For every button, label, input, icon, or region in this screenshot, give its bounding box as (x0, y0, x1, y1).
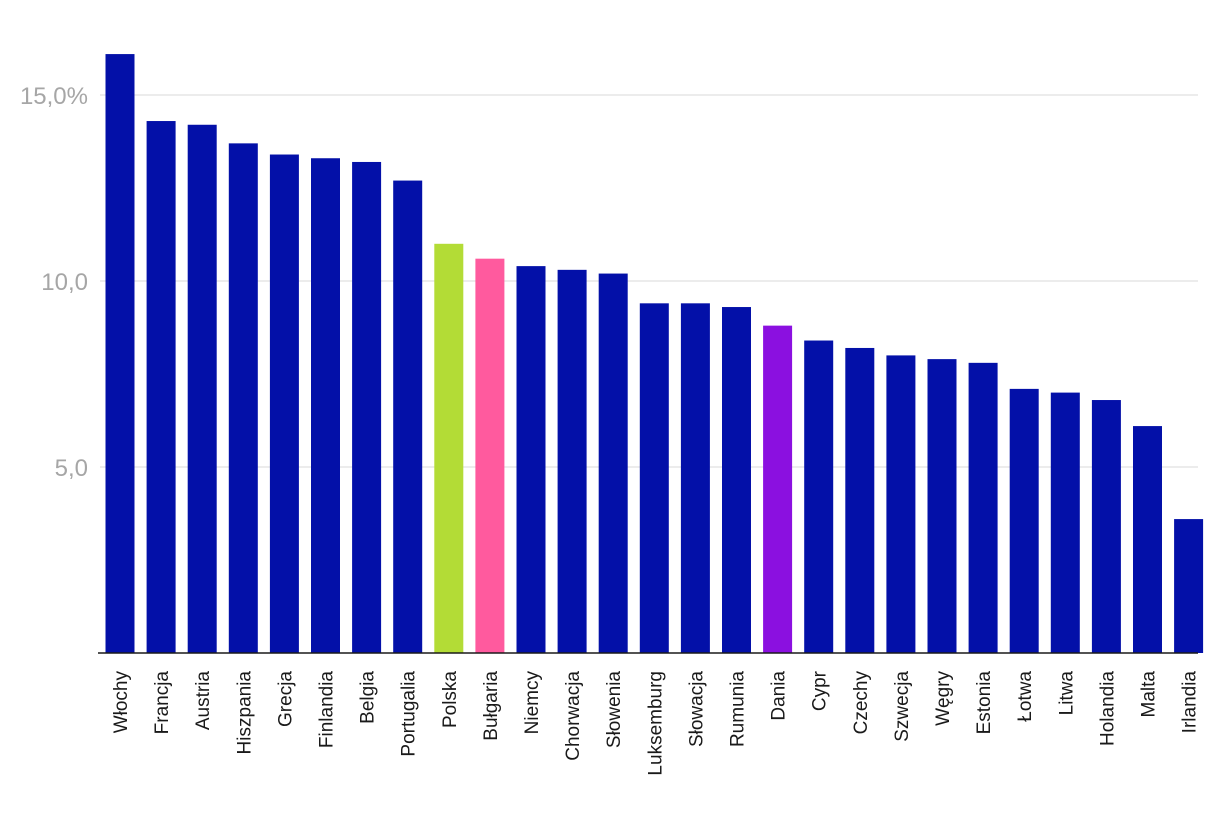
x-tick-label: Dania (769, 671, 790, 721)
x-tick-label: Estonia (974, 671, 995, 735)
x-tick-label: Hiszpania (234, 671, 255, 755)
x-tick-label: Bułgaria (481, 671, 502, 741)
x-tick-label: Niemcy (522, 671, 543, 735)
bar-Włochy (105, 54, 135, 653)
x-tick-label: Finlandia (317, 671, 338, 749)
x-tick-label: Cypr (810, 670, 831, 711)
bar-Dania (763, 325, 793, 653)
x-tick-label: Portugalia (399, 671, 420, 757)
bar-Chorwacja (557, 269, 587, 653)
bar-Czechy (845, 347, 875, 653)
bar-Polska (434, 243, 464, 654)
x-tick-label: Litwa (1056, 671, 1077, 716)
bar-Malta (1133, 426, 1162, 653)
bar-Niemcy (516, 266, 546, 653)
x-axis-labels: Włochy Francja Austria Hiszpania Grecja Finla… (111, 670, 1201, 775)
bar-Hiszpania (228, 143, 258, 654)
bar-Finlandia (311, 158, 340, 654)
y-tick-label: 15,0% (20, 83, 88, 110)
x-tick-label: Malta (1139, 671, 1160, 718)
bar-Austria (187, 124, 217, 653)
x-tick-label: Słowacja (686, 671, 707, 747)
bar-Cypr (804, 340, 834, 653)
bar-Portugalia (393, 180, 423, 653)
x-tick-label: Francja (152, 671, 173, 735)
bar-Litwa (1050, 392, 1080, 653)
x-tick-label: Chorwacja (563, 671, 584, 761)
x-tick-label: Polska (440, 671, 461, 728)
x-tick-label: Węgry (933, 671, 954, 726)
bar-Słowenia (598, 273, 628, 653)
x-tick-label: Włochy (111, 671, 132, 734)
x-tick-label: Austria (193, 671, 214, 731)
x-tick-label: Łotwa (1015, 671, 1036, 722)
x-tick-label: Szwecja (892, 671, 913, 742)
y-axis-ticks: 5,0 10,0 15,0% (20, 83, 88, 482)
bar-Szwecja (886, 355, 916, 653)
bar-Łotwa (1009, 388, 1039, 653)
bar-Bułgaria (475, 258, 505, 653)
x-tick-label: Belgia (358, 671, 379, 724)
bars (105, 54, 1204, 654)
bar-Rumunia (722, 307, 751, 653)
x-tick-label: Irlandia (1180, 671, 1201, 734)
x-tick-label: Luksemburg (645, 671, 666, 776)
x-tick-label: Czechy (851, 671, 872, 735)
bar-Irlandia (1174, 519, 1204, 653)
x-tick-label: Grecja (275, 671, 296, 727)
x-tick-label: Holandia (1097, 671, 1118, 746)
y-tick-label: 10,0 (41, 269, 88, 296)
bar-Belgia (352, 161, 382, 653)
bar-Holandia (1091, 400, 1121, 653)
x-tick-label: Rumunia (728, 671, 749, 747)
bar-Słowacja (680, 303, 710, 653)
x-tick-label: Słowenia (604, 671, 625, 749)
y-tick-label: 5,0 (55, 455, 88, 482)
bar-Węgry (927, 359, 957, 653)
bar-Estonia (968, 362, 998, 653)
bar-Luksemburg (639, 303, 669, 653)
bar-Grecja (269, 154, 299, 653)
bar-Francja (146, 121, 176, 654)
